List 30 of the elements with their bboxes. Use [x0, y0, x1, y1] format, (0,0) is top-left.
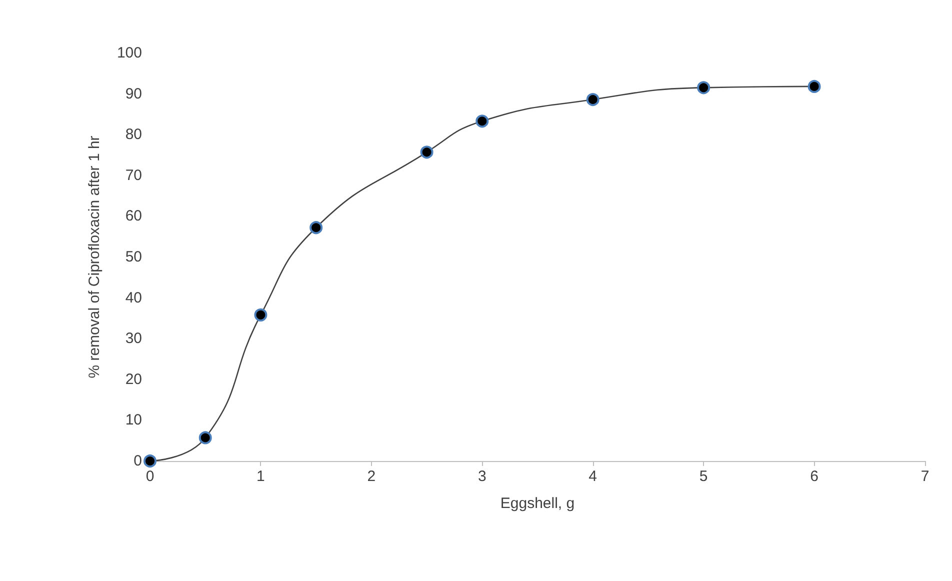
y-tick-label: 100	[116, 44, 142, 62]
x-tick-label: 2	[367, 468, 376, 485]
y-axis-title: % removal of Ciprofloxacin after 1 hr	[86, 136, 103, 378]
x-tick-label: 3	[478, 468, 486, 485]
x-tick-label: 6	[810, 468, 818, 485]
point	[476, 114, 489, 128]
x-tick-label: 4	[588, 468, 598, 485]
point	[586, 93, 600, 106]
y-tick-label: 30	[125, 330, 142, 348]
point	[697, 81, 710, 94]
y-tick-label: 20	[125, 370, 142, 388]
y-tick-label: 50	[125, 248, 142, 266]
point	[198, 431, 212, 444]
x-axis-title: Eggshell, g	[500, 495, 575, 512]
y-tick-label: 80	[125, 126, 142, 144]
y-tick-label: 70	[125, 166, 142, 184]
x-tick-label: 1	[256, 468, 265, 485]
y-tick-label: 10	[125, 412, 142, 429]
x-tick-label: 7	[920, 468, 930, 485]
point	[144, 454, 156, 468]
y-tick-label: 40	[125, 289, 142, 306]
point	[420, 146, 434, 159]
y-tick-label: 90	[125, 85, 142, 102]
point	[808, 80, 821, 93]
point	[254, 308, 268, 322]
x-tick-label: 5	[699, 468, 708, 485]
point	[310, 221, 323, 234]
x-tick-label: 0	[146, 468, 154, 485]
y-tick-label: 60	[125, 208, 142, 225]
y-tick-label: 0	[134, 452, 142, 470]
